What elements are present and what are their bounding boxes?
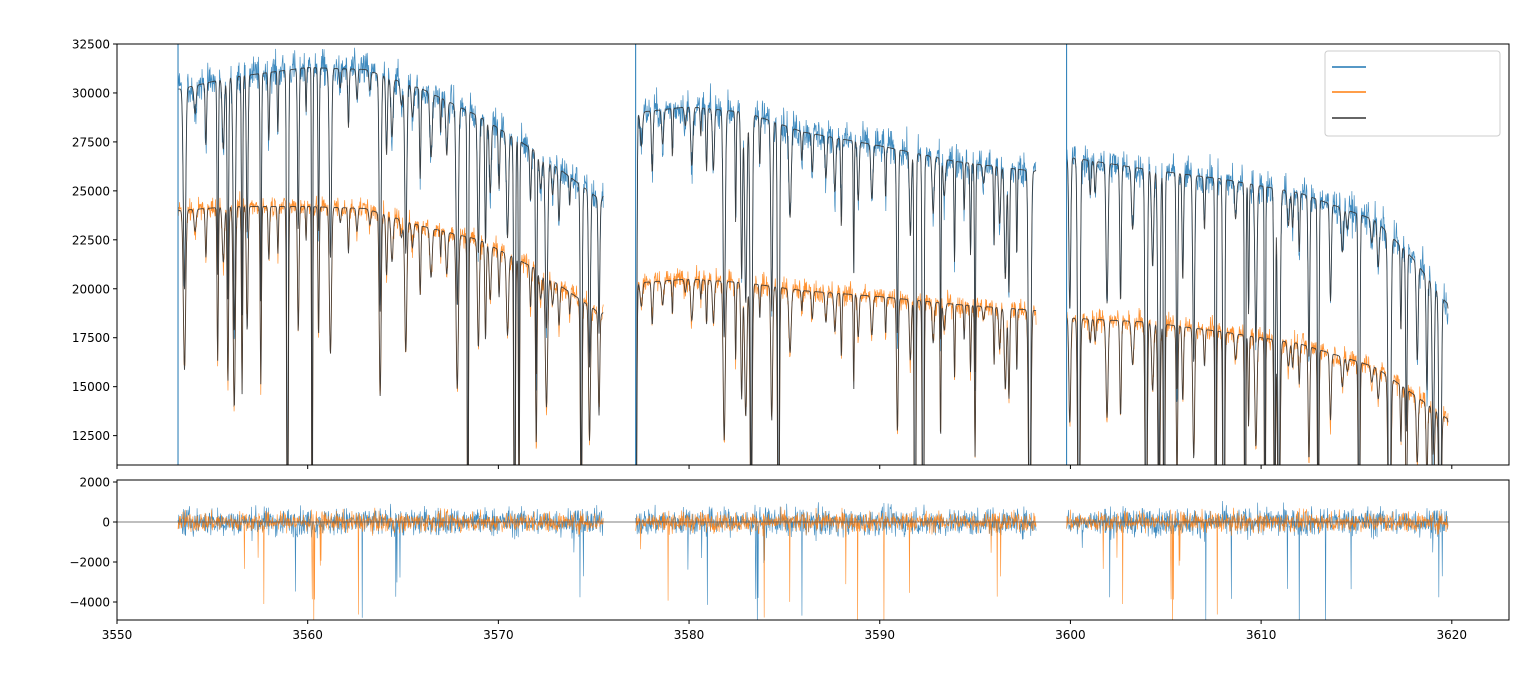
residual-x-ticks: 3550 3560 3570 3580 3590 3600 3610 3620 [102, 620, 1467, 642]
residual-y-tick-label: 2000 [79, 476, 110, 490]
legend-box [1324, 50, 1501, 137]
flux-x-ticks [116, 465, 1453, 469]
flux-y-tick-label: 17500 [72, 331, 110, 345]
legend [1324, 50, 1501, 137]
residual-x-tick-label: 3580 [674, 628, 705, 642]
residual-y-tick-label: −4000 [69, 596, 110, 610]
residual-x-tick-label: 3560 [292, 628, 323, 642]
residual-panel: −4000 −2000 0 2000 3550 3560 3570 3580 3590 3600… [69, 476, 1510, 642]
flux-y-tick-label: 12500 [72, 429, 110, 443]
flux-y-tick-label: 22500 [72, 233, 110, 247]
residual-x-tick-label: 3570 [483, 628, 514, 642]
residual-x-tick-label: 3600 [1055, 628, 1086, 642]
residual-y-tick-label: −2000 [69, 556, 110, 570]
residual-b-line [177, 506, 1449, 620]
residual-y-tick-label: 0 [102, 516, 110, 530]
residual-x-tick-label: 3550 [102, 628, 133, 642]
flux-y-ticks: 12500 15000 17500 20000 22500 25000 27500 30000… [72, 38, 117, 443]
flux-y-tick-label: 20000 [72, 282, 110, 296]
flux-y-tick-label: 27500 [72, 135, 110, 149]
telluric-model-b-line [178, 205, 1449, 465]
residual-x-tick-label: 3590 [864, 628, 895, 642]
residual-y-ticks: −4000 −2000 0 2000 [69, 476, 117, 610]
residual-x-tick-label: 3620 [1437, 628, 1468, 642]
flux-series-group [177, 44, 1449, 465]
flux-y-tick-label: 32500 [72, 38, 110, 52]
telluric-model-a-line [178, 67, 1449, 465]
residual-x-tick-label: 3610 [1246, 628, 1277, 642]
flux-y-tick-label: 30000 [72, 86, 110, 100]
flux-panel: 12500 15000 17500 20000 22500 25000 27500 30000… [72, 38, 1510, 469]
flux-y-tick-label: 15000 [72, 380, 110, 394]
residual-panel-frame [116, 479, 1510, 621]
flux-y-tick-label: 25000 [72, 184, 110, 198]
residual-series-group [117, 501, 1509, 620]
flux-panel-frame [116, 43, 1510, 466]
